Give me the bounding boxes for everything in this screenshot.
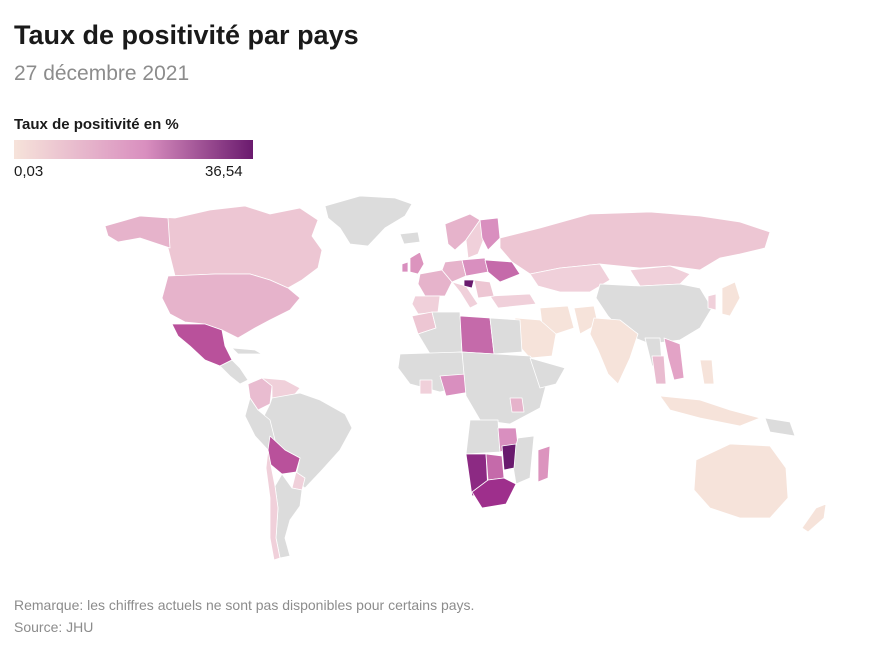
country-alaska xyxy=(104,215,171,249)
country-mongolia xyxy=(629,265,691,287)
legend-max-label: 36,54 xyxy=(205,163,243,180)
country-horn-africa xyxy=(529,357,566,389)
country-spain xyxy=(411,295,441,315)
country-vietnam xyxy=(663,337,685,381)
country-germany xyxy=(441,259,467,283)
country-korea xyxy=(707,293,717,311)
country-angola xyxy=(465,419,501,455)
country-iceland xyxy=(399,231,421,245)
country-cuba xyxy=(231,347,263,355)
country-madagascar xyxy=(537,445,551,483)
country-poland xyxy=(461,257,489,277)
country-ukraine xyxy=(484,259,521,283)
country-finland xyxy=(479,217,501,251)
country-ghana xyxy=(419,379,433,395)
country-egypt xyxy=(489,317,523,355)
chart-title: Taux de positivité par pays xyxy=(14,20,359,50)
country-kenya xyxy=(509,397,525,413)
country-australia xyxy=(693,443,789,519)
country-turkey xyxy=(489,293,537,309)
country-philippines xyxy=(699,359,715,385)
legend-color-scale xyxy=(14,140,253,159)
country-greenland xyxy=(324,195,413,247)
country-brazil xyxy=(261,392,353,489)
footnote-source: Source: JHU xyxy=(14,619,94,635)
country-ireland xyxy=(401,261,409,273)
country-thailand xyxy=(651,355,667,385)
country-balkans xyxy=(473,279,495,299)
footnote-remark: Remarque: les chiffres actuels ne sont p… xyxy=(14,597,475,613)
country-usa xyxy=(161,273,301,339)
world-map xyxy=(104,195,827,561)
country-croatia xyxy=(463,279,475,289)
country-new-zealand xyxy=(801,503,827,533)
country-chile xyxy=(265,449,281,561)
legend-title: Taux de positivité en % xyxy=(14,116,179,133)
country-russia xyxy=(499,211,771,275)
country-central-america xyxy=(219,359,249,385)
country-botswana xyxy=(485,453,505,481)
chart-subtitle: 27 décembre 2021 xyxy=(14,62,190,85)
country-indonesia xyxy=(659,395,761,427)
country-south-africa xyxy=(471,477,517,509)
country-japan xyxy=(721,281,741,317)
country-uk xyxy=(409,251,425,275)
country-zimbabwe xyxy=(501,443,517,471)
country-png xyxy=(764,417,796,437)
legend-min-label: 0,03 xyxy=(14,163,44,180)
country-india xyxy=(589,317,639,385)
country-libya xyxy=(459,315,495,355)
